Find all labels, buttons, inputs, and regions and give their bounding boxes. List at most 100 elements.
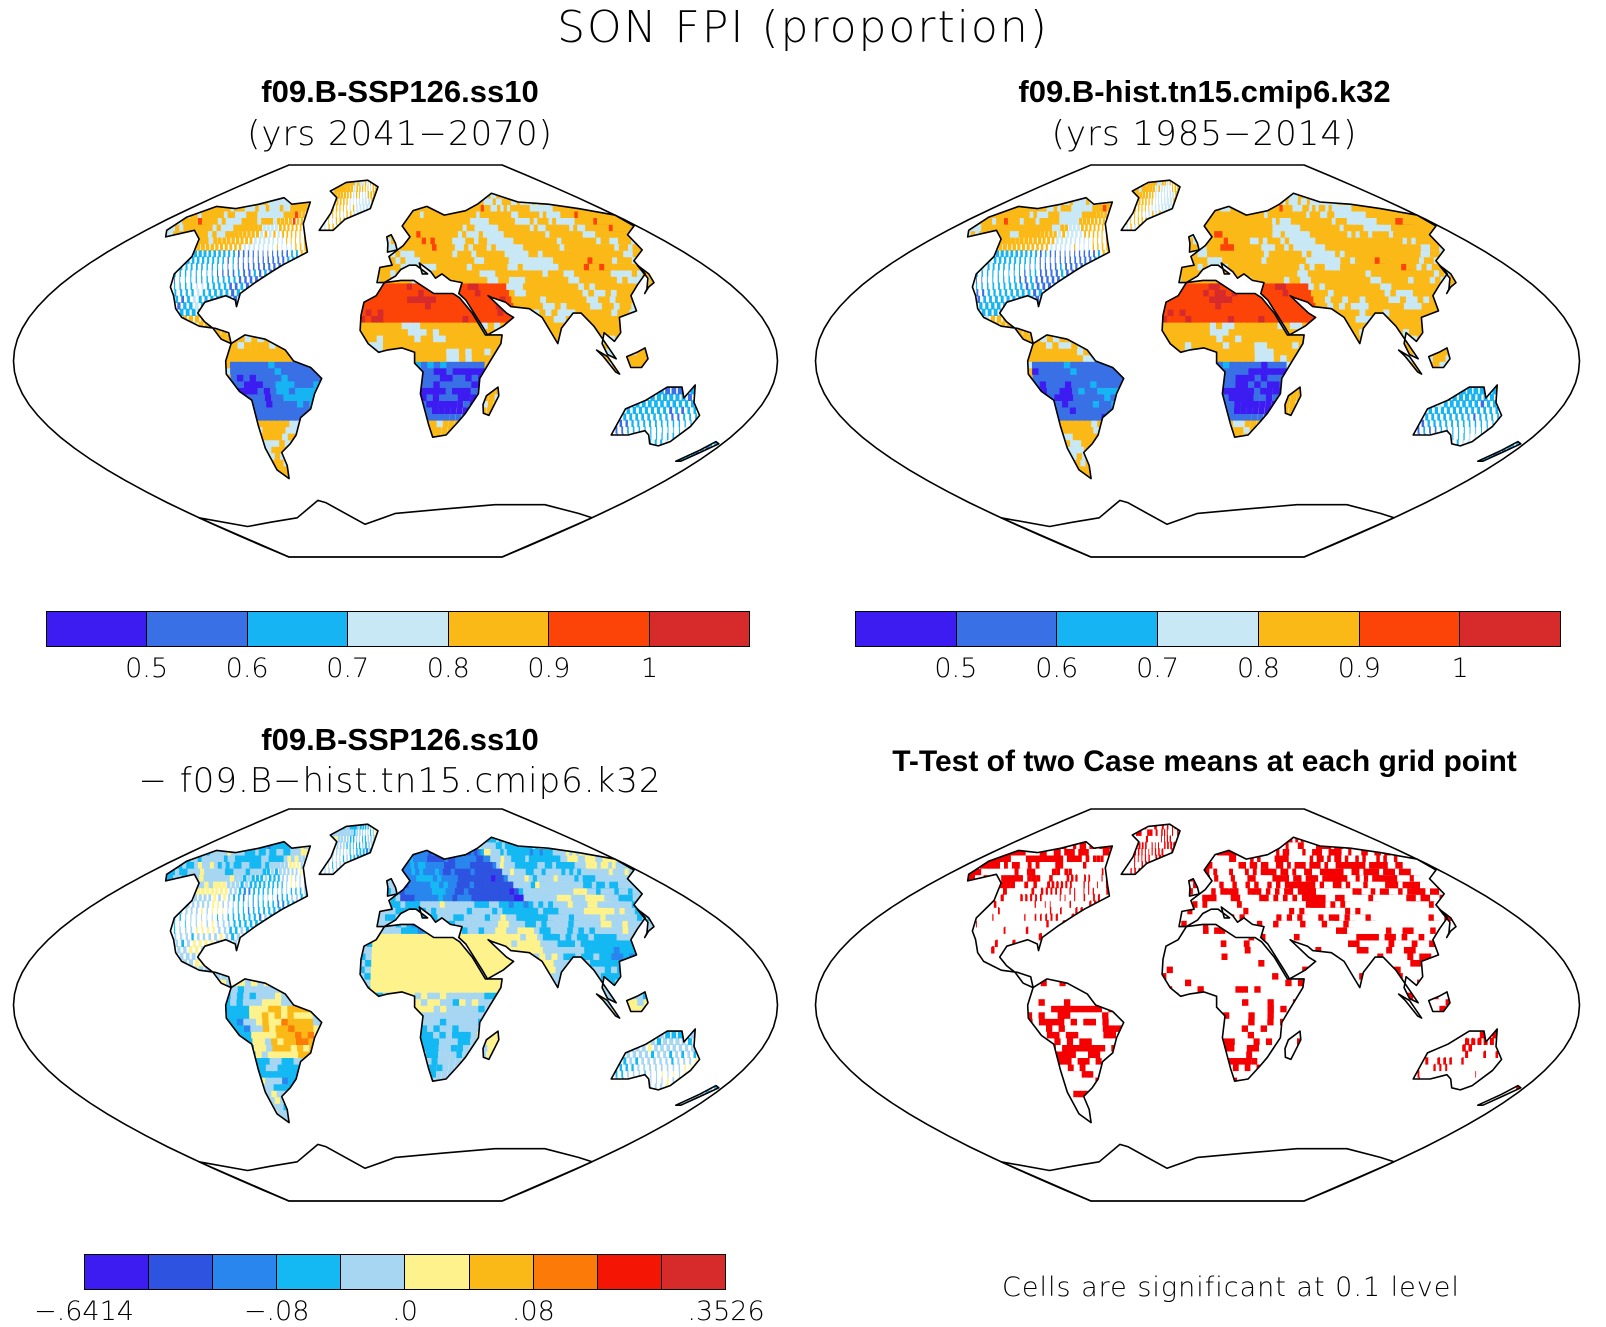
colorbar-tick-label: .08 xyxy=(512,1296,555,1327)
coastline-samerica xyxy=(224,334,323,480)
coastline-samerica xyxy=(1026,978,1125,1124)
coastline-namerica xyxy=(164,840,312,989)
coastline-eurasia xyxy=(376,192,646,360)
coastline-newzealand xyxy=(675,1084,720,1106)
panel-future-subtitle: (yrs 2041−2070) xyxy=(0,113,800,155)
ttest-footnote: Cells are significant at 0.1 level xyxy=(1002,1272,1460,1303)
colorbar-tick-label: −.6414 xyxy=(34,1296,134,1327)
coastline-eurasia xyxy=(376,836,646,1004)
colorbar-difference xyxy=(84,1254,726,1290)
coastline-australia xyxy=(1412,1028,1503,1091)
colorbar-swatch xyxy=(956,612,1058,646)
colorbar-swatch xyxy=(149,1255,214,1289)
coastline-australia xyxy=(1412,384,1503,447)
coastline-madagascar xyxy=(1284,386,1302,417)
map-future xyxy=(12,164,779,558)
coastline-japan xyxy=(636,264,655,295)
figure-title: SON FPI (proportion) xyxy=(0,2,1606,53)
coastline-samerica xyxy=(1026,334,1125,480)
panel-historical-subtitle: (yrs 1985−2014) xyxy=(803,113,1606,155)
colorbar-tick-label: 0.6 xyxy=(1035,653,1078,684)
colorbar-tick-label: .3526 xyxy=(687,1296,764,1327)
colorbar-tick-label: .0 xyxy=(392,1296,418,1327)
colorbar-swatch xyxy=(147,612,248,646)
coastline-indonesia xyxy=(1397,349,1423,375)
colorbar-tick-label: 0.7 xyxy=(1136,653,1179,684)
coastline-eurasia xyxy=(1178,192,1448,360)
map-frame xyxy=(12,164,779,558)
coastline-japan xyxy=(636,908,655,939)
coastline-antarctica xyxy=(198,1143,593,1202)
colorbar-tick-label: 0.8 xyxy=(427,653,470,684)
coastline-antarctica xyxy=(1000,1143,1395,1202)
colorbar-swatch xyxy=(649,612,749,646)
colorbar-swatch xyxy=(1158,612,1259,646)
map-frame xyxy=(12,808,779,1202)
panel-ttest-title: T-Test of two Case means at each grid po… xyxy=(803,743,1606,781)
colorbar-swatch xyxy=(549,612,650,646)
colorbar-swatch xyxy=(856,612,957,646)
colorbar-tick-label: 0.8 xyxy=(1237,653,1280,684)
coastline-borneo xyxy=(1427,991,1451,1013)
coastline-africa xyxy=(359,279,503,438)
coastline-borneo xyxy=(1427,347,1451,369)
coastline-madagascar xyxy=(482,386,500,417)
coastline-borneo xyxy=(625,991,649,1013)
coastline-africa xyxy=(359,923,503,1082)
colorbar-future-labels: 0.5 0.6 0.7 0.8 0.9 1 xyxy=(46,653,750,689)
coastline-newzealand xyxy=(675,440,720,462)
coastline-borneo xyxy=(625,347,649,369)
coastline-greenland xyxy=(1120,179,1181,232)
colorbar-tick-label: 1 xyxy=(1452,653,1469,684)
colorbar-historical-labels: 0.5 0.6 0.7 0.8 0.9 1 xyxy=(855,653,1561,689)
colorbar-tick-label: 0.9 xyxy=(527,653,570,684)
panel-difference-title: f09.B-SSP126.ss10 xyxy=(0,721,800,759)
colorbar-swatch xyxy=(1057,612,1159,646)
coastline-uk xyxy=(1188,877,1200,897)
coastline-namerica xyxy=(966,840,1114,989)
coastline-africa xyxy=(1161,279,1305,438)
map-ttest xyxy=(814,808,1581,1202)
colorbar-swatch xyxy=(341,1255,406,1289)
colorbar-swatch xyxy=(1460,612,1561,646)
coastline-greenland xyxy=(1120,823,1181,876)
coastline-antarctica xyxy=(198,499,593,558)
coastline-australia xyxy=(610,1028,701,1091)
map-frame xyxy=(814,164,1581,558)
colorbar-swatch xyxy=(1359,612,1461,646)
colorbar-tick-label: 0.9 xyxy=(1338,653,1381,684)
colorbar-swatch xyxy=(348,612,449,646)
colorbar-swatch xyxy=(277,1255,342,1289)
coastline-madagascar xyxy=(482,1030,500,1061)
coastline-uk xyxy=(386,233,398,253)
map-frame xyxy=(814,808,1581,1202)
coastline-japan xyxy=(1438,908,1457,939)
map-historical xyxy=(814,164,1581,558)
coastline-greenland xyxy=(318,179,379,232)
colorbar-tick-label: 0.6 xyxy=(226,653,269,684)
coastline-namerica xyxy=(966,196,1114,345)
coastline-indonesia xyxy=(595,349,621,375)
colorbar-historical xyxy=(855,611,1561,647)
coastline-greenland xyxy=(318,823,379,876)
colorbar-tick-label: −.08 xyxy=(244,1296,310,1327)
colorbar-tick-label: 0.5 xyxy=(125,653,168,684)
panel-future-title: f09.B-SSP126.ss10 xyxy=(0,73,800,111)
colorbar-tick-label: 0.5 xyxy=(934,653,977,684)
coastline-japan xyxy=(1438,264,1457,295)
colorbar-swatch xyxy=(213,1255,278,1289)
colorbar-future xyxy=(46,611,750,647)
colorbar-swatch xyxy=(247,612,349,646)
coastline-indonesia xyxy=(1397,993,1423,1019)
coastline-africa xyxy=(1161,923,1305,1082)
panel-historical-title: f09.B-hist.tn15.cmip6.k32 xyxy=(803,73,1606,111)
coastline-australia xyxy=(610,384,701,447)
colorbar-difference-labels: −.6414 −.08 .0 .08 .3526 xyxy=(34,1296,765,1327)
colorbar-swatch xyxy=(448,612,550,646)
map-difference xyxy=(12,808,779,1202)
coastline-samerica xyxy=(224,978,323,1124)
colorbar-swatch xyxy=(405,1255,470,1289)
colorbar-swatch xyxy=(469,1255,534,1289)
colorbar-swatch xyxy=(1258,612,1360,646)
coastline-newzealand xyxy=(1477,440,1522,462)
